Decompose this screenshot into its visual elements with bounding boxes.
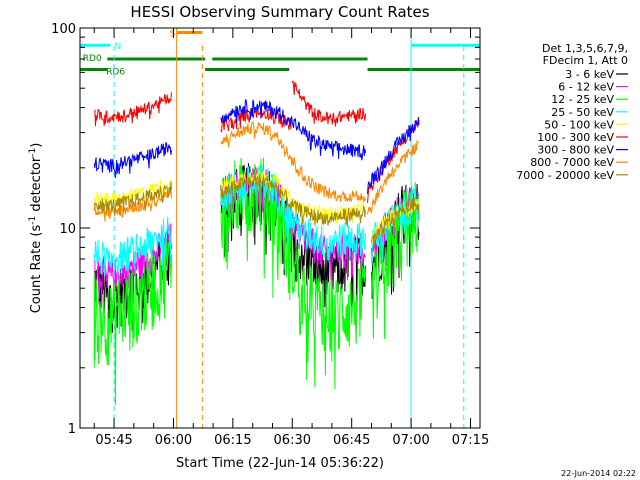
y-axis-label-end: )	[29, 143, 44, 148]
chart-title: HESSI Observing Summary Count Rates	[130, 3, 429, 21]
x-tick-label-07-00: 07:00	[392, 433, 429, 448]
flag-label-rd0: RD0	[83, 54, 102, 64]
y-axis-label-mid: detector	[29, 156, 44, 216]
flag-label-s: S	[170, 29, 176, 39]
y-axis-label-sup-2: -1	[28, 148, 38, 157]
x-tick-label-06-30: 06:30	[274, 433, 311, 448]
legend-header-line-2: FDecim 1, Att 0	[543, 54, 628, 67]
series-100-300-kev-segment-0	[93, 92, 172, 127]
data-series	[93, 80, 420, 406]
series-300-800-kev	[93, 99, 420, 195]
series-300-800-kev-segment-2	[367, 116, 420, 195]
legend: Det 1,3,5,6,7,9, FDecim 1, Att 0 3 - 6 k…	[516, 42, 628, 182]
legend-label-50-100-kev: 50 - 100 keV	[544, 118, 614, 131]
series-7000-20000-kev-segment-2	[371, 197, 420, 249]
legend-label-25-50-kev: 25 - 50 keV	[551, 106, 614, 119]
series-7000-20000-kev-segment-1	[220, 173, 366, 228]
legend-label-6-12-kev: 6 - 12 keV	[558, 81, 614, 94]
x-tick-label-06-00: 06:00	[155, 433, 192, 448]
y-tick-label-1: 1	[68, 422, 76, 437]
x-axis-ticks: 05:45 06:00 06:15 06:30 06:45 07:00 07:15	[93, 28, 489, 448]
y-tick-label-10: 10	[59, 222, 76, 237]
legend-header-line-1: Det 1,3,5,6,7,9,	[542, 42, 628, 55]
legend-label-800-7000-kev: 800 - 7000 keV	[530, 156, 614, 169]
y-tick-label-100: 100	[51, 22, 76, 37]
series-300-800-kev-segment-0	[93, 141, 172, 178]
legend-label-100-300-kev: 100 - 300 keV	[537, 131, 614, 144]
y-axis-label-main: Count Rate (s	[29, 225, 44, 314]
x-tick-label-06-15: 06:15	[214, 433, 251, 448]
y-axis-ticks: 1 10 100	[51, 22, 480, 437]
x-tick-label-06-45: 06:45	[333, 433, 370, 448]
series-7000-20000-kev-segment-0	[93, 181, 172, 217]
footer-timestamp: 22-Jun-2014 02:22	[561, 469, 636, 478]
series-800-7000-kev-segment-2	[367, 139, 420, 215]
series-800-7000-kev-segment-1	[220, 121, 366, 203]
x-tick-label-05-45: 05:45	[95, 433, 132, 448]
series-50-100-kev-segment-1	[220, 168, 366, 224]
series-300-800-kev-segment-1	[220, 99, 366, 161]
series-12-25-kev-segment-2	[371, 182, 420, 340]
flag-label-rd6: RD6	[106, 68, 125, 78]
series-100-300-kev-segment-2	[291, 80, 366, 127]
series-12-25-kev	[93, 157, 420, 406]
flag-label-n: N	[114, 42, 121, 52]
legend-label-7000-20000-kev: 7000 - 20000 keV	[516, 169, 614, 182]
legend-label-300-800-kev: 300 - 800 keV	[537, 144, 614, 157]
legend-label-3-6-kev: 3 - 6 keV	[565, 68, 614, 81]
vertical-markers	[113, 28, 465, 428]
series-12-25-kev-segment-1	[220, 157, 366, 389]
series-12-25-kev-segment-0	[93, 237, 172, 406]
y-axis-label: Count Rate (s-1 detector-1)	[28, 143, 44, 314]
x-tick-label-07-15: 07:15	[452, 433, 489, 448]
flag-bars: N S RD0 RD6	[80, 29, 480, 78]
legend-label-12-25-kev: 12 - 25 keV	[551, 93, 614, 106]
series-7000-20000-kev	[93, 173, 420, 249]
x-axis-label: Start Time (22-Jun-14 05:36:22)	[176, 456, 384, 471]
y-axis-label-sup-1: -1	[28, 216, 38, 225]
series-25-50-kev-segment-0	[93, 216, 172, 277]
